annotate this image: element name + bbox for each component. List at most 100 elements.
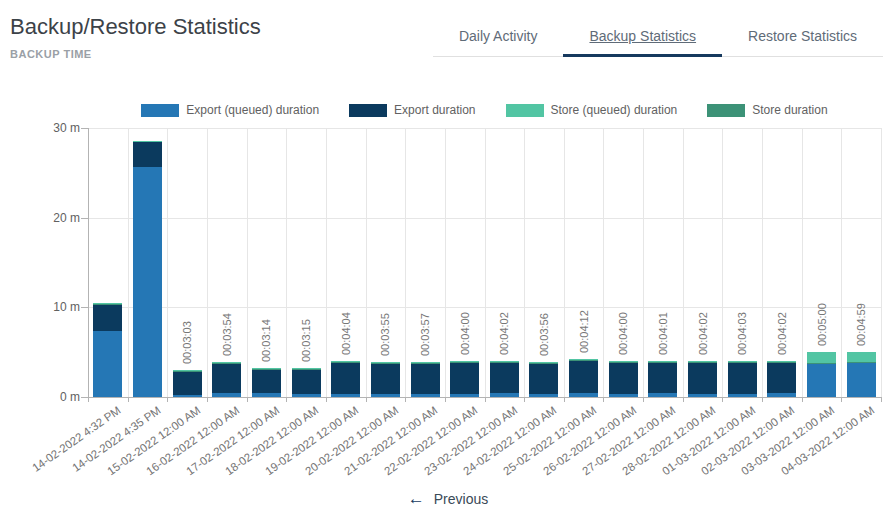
bar-value-label: 00:04:00 [459,312,471,355]
y-axis-label: 0 m [40,390,80,404]
bar-segment-export[interactable] [688,362,717,393]
bar-segment-store_queued[interactable] [648,361,677,362]
gridline-vertical [128,128,129,397]
bar-segment-export_queued[interactable] [728,394,757,397]
bar-segment-export_queued[interactable] [212,393,241,397]
bar-segment-export[interactable] [490,362,519,393]
gridline-vertical [643,128,644,397]
gridline-vertical [207,128,208,397]
bar-segment-store_queued[interactable] [728,361,757,362]
bar-segment-export_queued[interactable] [569,393,598,397]
bar-value-label: 00:03:15 [300,319,312,362]
gridline-vertical [445,128,446,397]
bar-segment-export[interactable] [569,361,598,394]
bar-segment-export_queued[interactable] [411,394,440,397]
previous-button-label: Previous [434,491,488,507]
gridline-vertical [722,128,723,397]
bar-segment-export[interactable] [173,371,202,395]
bar-segment-export[interactable] [212,363,241,392]
bar-segment-export_queued[interactable] [252,393,281,397]
bar-segment-store_queued[interactable] [569,359,598,360]
bar-segment-store_queued[interactable] [609,361,638,362]
bar-segment-export[interactable] [411,363,440,394]
bar-segment-export_queued[interactable] [450,394,479,397]
bar-segment-store_queued[interactable] [173,370,202,371]
bar-segment-store_queued[interactable] [133,141,162,142]
bar-segment-store_queued[interactable] [847,352,876,362]
bar-value-label: 00:04:03 [736,312,748,355]
bar-value-label: 00:04:04 [340,312,352,355]
bar-segment-export_queued[interactable] [371,394,400,397]
bar-segment-export[interactable] [728,362,757,394]
bar-segment-export_queued[interactable] [173,395,202,397]
bar-segment-export_queued[interactable] [767,393,796,397]
gridline-vertical [841,128,842,397]
gridline-vertical [286,128,287,397]
bar-segment-export_queued[interactable] [807,364,836,397]
bar-value-label: 00:04:12 [578,311,590,354]
bar-segment-store_queued[interactable] [93,303,122,304]
backup-restore-statistics-page: Backup/Restore Statistics BACKUP TIME Da… [0,0,896,527]
bar-segment-store[interactable] [807,363,836,364]
bar-segment-export[interactable] [529,363,558,394]
y-axis-tick [81,307,88,308]
previous-button[interactable]: ← Previous [408,490,488,507]
bar-segment-store_queued[interactable] [212,362,241,363]
backup-time-chart: 0 m10 m20 m30 m14-02-2022 4:32 PM14-02-2… [0,0,896,527]
bar-segment-store_queued[interactable] [490,361,519,362]
bar-segment-export[interactable] [252,369,281,393]
bar-value-label: 00:03:56 [538,313,550,356]
bar-segment-store_queued[interactable] [807,352,836,363]
bar-segment-export[interactable] [648,362,677,393]
bar-segment-store_queued[interactable] [450,361,479,362]
bar-segment-export_queued[interactable] [292,394,321,397]
bar-segment-export[interactable] [133,142,162,168]
bar-segment-store_queued[interactable] [292,368,321,369]
bar-value-label: 00:03:55 [379,313,391,356]
bar-segment-export_queued[interactable] [529,394,558,397]
left-arrow-icon: ← [408,490,425,507]
bar-segment-store_queued[interactable] [252,368,281,369]
gridline-vertical [603,128,604,397]
y-axis-label: 20 m [40,211,80,225]
bar-segment-export_queued[interactable] [609,394,638,397]
y-axis-label: 30 m [40,121,80,135]
bar-value-label: 00:05:00 [816,303,828,346]
pagination-footer: ← Previous [0,490,896,507]
gridline-vertical [683,128,684,397]
bar-segment-export[interactable] [371,363,400,393]
bar-segment-store_queued[interactable] [529,362,558,363]
bar-segment-store_queued[interactable] [767,361,796,362]
bar-value-label: 00:04:02 [776,312,788,355]
bar-value-label: 00:04:00 [617,312,629,355]
bar-segment-export[interactable] [767,362,796,393]
bar-value-label: 00:03:03 [181,321,193,364]
bar-segment-store_queued[interactable] [331,361,360,362]
bar-segment-export[interactable] [331,362,360,394]
bar-segment-export[interactable] [292,369,321,394]
bar-segment-export_queued[interactable] [133,167,162,397]
y-axis-line [88,128,89,397]
bar-segment-export[interactable] [93,304,122,330]
bar-segment-export_queued[interactable] [648,393,677,397]
bar-segment-store[interactable] [847,362,876,363]
bar-value-label: 00:04:01 [657,312,669,355]
gridline-vertical [326,128,327,397]
bar-segment-store_queued[interactable] [688,361,717,362]
bar-segment-store_queued[interactable] [371,362,400,363]
bar-segment-export[interactable] [450,363,479,394]
gridline-vertical [247,128,248,397]
bar-segment-export[interactable] [609,363,638,394]
y-axis-tick [81,218,88,219]
bar-segment-export_queued[interactable] [93,331,122,397]
gridline-vertical [802,128,803,397]
bar-segment-export_queued[interactable] [688,394,717,397]
bar-value-label: 00:03:57 [419,313,431,356]
bar-value-label: 00:04:02 [697,312,709,355]
bar-segment-export_queued[interactable] [490,393,519,397]
y-axis-label: 10 m [40,300,80,314]
bar-segment-store_queued[interactable] [411,362,440,363]
bar-segment-export_queued[interactable] [847,363,876,397]
gridline-vertical [405,128,406,397]
bar-segment-export_queued[interactable] [331,394,360,397]
